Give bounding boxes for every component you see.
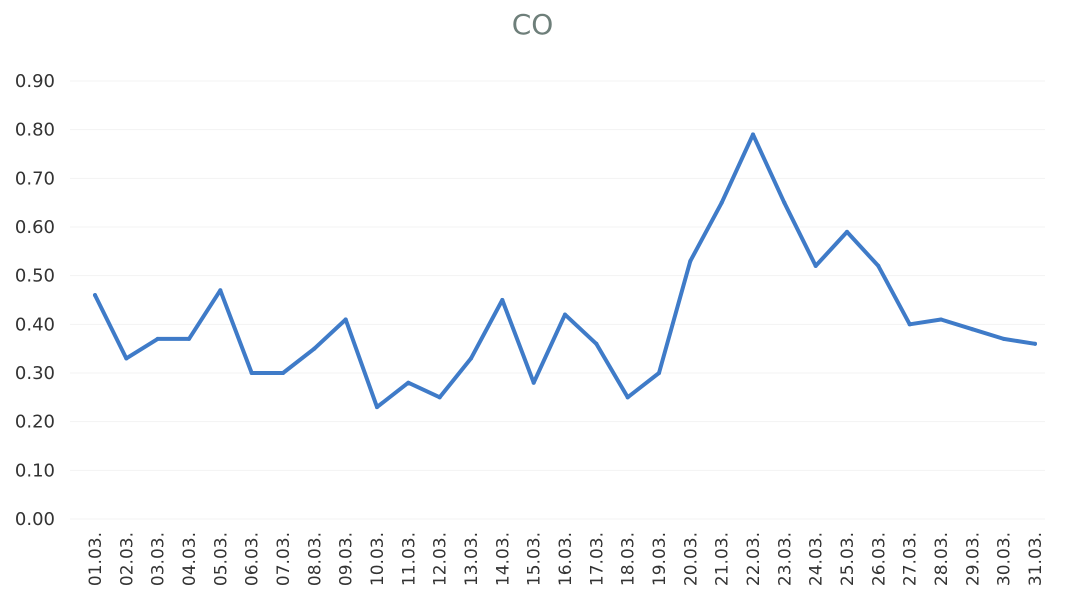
x-tick-label: 16.03. — [556, 532, 576, 586]
y-tick-label: 0.50 — [15, 266, 55, 287]
data-point — [719, 200, 724, 205]
x-tick-label: 19.03. — [650, 532, 670, 586]
data-point — [594, 341, 599, 346]
x-tick-label: 28.03. — [932, 532, 952, 586]
data-point — [500, 298, 505, 302]
data-point — [813, 263, 818, 268]
y-tick-label: 0.40 — [15, 314, 55, 335]
data-point — [1033, 341, 1037, 346]
x-tick-label: 12.03. — [431, 532, 451, 586]
data-point — [970, 327, 975, 332]
x-tick-label: 10.03. — [368, 532, 388, 586]
data-point — [657, 371, 661, 375]
data-point — [939, 317, 943, 322]
y-tick-label: 0.90 — [15, 71, 55, 92]
data-point — [312, 346, 317, 351]
x-tick-label: 02.03. — [117, 532, 137, 586]
data-point — [1001, 336, 1006, 341]
data-point — [907, 322, 912, 327]
y-tick-label: 0.70 — [15, 168, 55, 189]
chart-title: CO — [511, 8, 554, 41]
data-point — [688, 259, 693, 264]
x-tick-label: 11.03. — [399, 532, 419, 586]
x-tick-label: 25.03. — [838, 532, 858, 586]
x-tick-label: 04.03. — [180, 532, 200, 586]
y-tick-label: 0.20 — [15, 412, 55, 433]
x-tick-label: 15.03. — [525, 532, 545, 586]
data-point — [249, 371, 254, 375]
x-tick-label: 05.03. — [211, 532, 231, 586]
data-point — [343, 317, 348, 322]
data-point — [437, 395, 442, 400]
data-point — [563, 312, 567, 317]
data-point — [187, 336, 191, 341]
x-tick-label: 21.03. — [713, 532, 733, 586]
y-tick-label: 0.80 — [15, 120, 55, 141]
x-tick-label: 27.03. — [901, 532, 921, 586]
data-point — [625, 395, 630, 400]
y-tick-label: 0.30 — [15, 363, 55, 384]
y-tick-label: 0.60 — [15, 217, 55, 238]
x-tick-label: 18.03. — [619, 532, 639, 586]
data-point — [281, 371, 285, 375]
data-point — [93, 293, 97, 298]
x-tick-label: 20.03. — [681, 532, 701, 586]
x-tick-label: 17.03. — [587, 532, 607, 586]
x-tick-label: 14.03. — [493, 532, 513, 586]
x-tick-label: 26.03. — [869, 532, 889, 586]
x-tick-label: 08.03. — [305, 532, 325, 586]
x-tick-label: 03.03. — [149, 532, 169, 586]
x-tick-label: 07.03. — [274, 532, 294, 586]
x-tick-label: 29.03. — [963, 532, 983, 586]
x-tick-label: 30.03. — [995, 532, 1015, 586]
data-point — [782, 200, 787, 205]
x-tick-label: 24.03. — [807, 532, 827, 586]
x-tick-label: 23.03. — [775, 532, 795, 586]
x-tick-label: 22.03. — [744, 532, 764, 586]
data-point — [531, 380, 536, 385]
x-tick-label: 31.03. — [1026, 532, 1046, 586]
x-tick-label: 09.03. — [337, 532, 357, 586]
series-line — [93, 132, 1037, 410]
data-point — [845, 229, 849, 234]
y-tick-label: 0.00 — [15, 509, 55, 530]
data-point — [751, 132, 755, 137]
data-point — [155, 336, 160, 341]
x-tick-label: 06.03. — [243, 532, 263, 586]
data-point — [124, 356, 129, 361]
data-point — [469, 356, 473, 361]
data-point — [876, 263, 881, 268]
x-tick-label: 01.03. — [86, 532, 106, 586]
x-tick-label: 13.03. — [462, 532, 482, 586]
data-point — [406, 380, 411, 385]
data-point — [218, 288, 223, 293]
y-tick-label: 0.10 — [15, 460, 55, 481]
data-point — [375, 405, 379, 410]
